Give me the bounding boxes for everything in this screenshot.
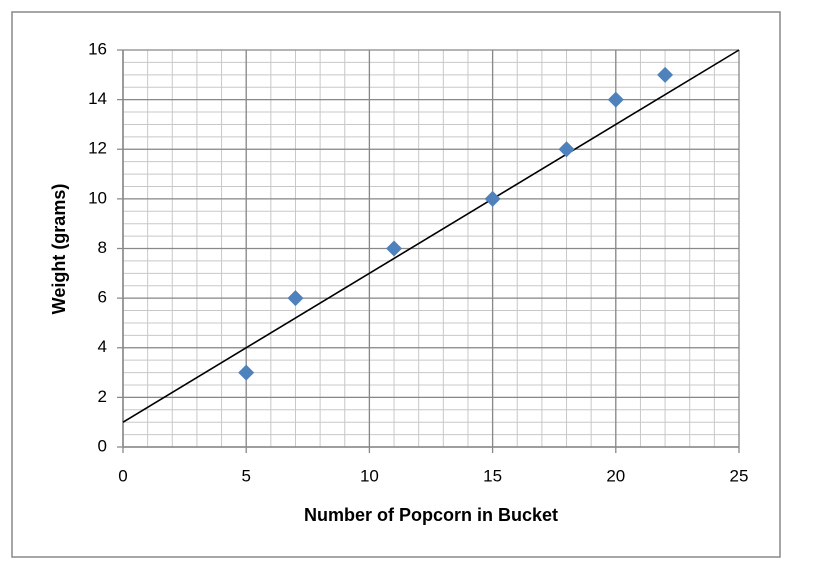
y-tick-label: 14 <box>88 89 107 108</box>
y-tick-label: 16 <box>88 39 107 58</box>
y-tick-label: 12 <box>88 139 107 158</box>
trendline <box>122 49 740 423</box>
y-tick-label: 0 <box>98 436 107 455</box>
data-point <box>238 364 255 381</box>
x-tick-label: 20 <box>606 466 625 485</box>
y-tick-label: 10 <box>88 188 107 207</box>
x-axis-title: Number of Popcorn in Bucket <box>304 505 558 525</box>
x-tick-label: 5 <box>241 466 250 485</box>
y-tick-label: 2 <box>98 387 107 406</box>
data-point <box>657 66 674 83</box>
x-tick-label: 10 <box>360 466 379 485</box>
data-point <box>386 240 403 257</box>
x-tick-label: 15 <box>483 466 502 485</box>
x-tick-label: 25 <box>730 466 749 485</box>
y-tick-label: 8 <box>98 238 107 257</box>
y-tick-label: 4 <box>98 337 107 356</box>
data-point <box>558 141 575 158</box>
data-point <box>484 190 501 207</box>
data-point <box>607 91 624 108</box>
data-point <box>287 290 304 307</box>
y-tick-label: 6 <box>98 288 107 307</box>
x-tick-label: 0 <box>118 466 127 485</box>
y-axis-title: Weight (grams) <box>49 184 69 315</box>
